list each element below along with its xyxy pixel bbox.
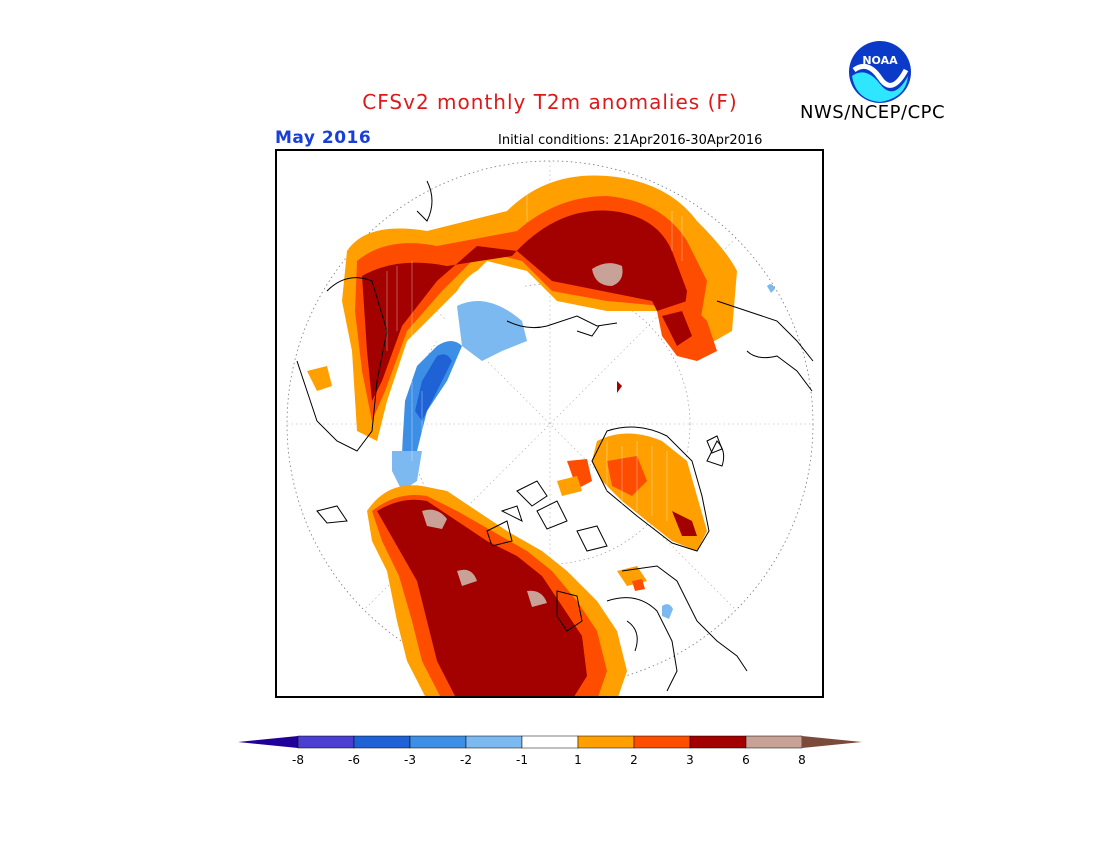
colorbar-bins — [297, 735, 803, 749]
colorbar-tick-label: 8 — [798, 753, 806, 767]
colorbar-tick-label: 6 — [742, 753, 750, 767]
colorbar-upper-arrow — [802, 736, 862, 748]
colorbar-tick-label: -1 — [516, 753, 528, 767]
greenland-anomaly — [557, 433, 707, 551]
colorbar-box — [745, 735, 803, 749]
colorbar-box — [577, 735, 635, 749]
colorbar-tick-label: 2 — [630, 753, 638, 767]
colorbar-tick-label: 3 — [686, 753, 694, 767]
colorbar-box — [521, 735, 579, 749]
colorbar-lower-arrow — [238, 736, 298, 748]
cold-spot — [767, 284, 775, 293]
cold-anomaly — [392, 301, 527, 491]
colorbar-tick-label: 1 — [574, 753, 582, 767]
colorbar — [238, 735, 862, 749]
europe-anomaly — [307, 301, 717, 393]
warm-spot — [632, 579, 645, 591]
forecast-month: May 2016 — [275, 128, 372, 148]
north-america-anomaly — [367, 485, 627, 696]
svg-text:NOAA: NOAA — [862, 54, 898, 67]
org-label: NWS/NCEP/CPC — [800, 102, 946, 123]
colorbar-box — [353, 735, 411, 749]
initial-conditions: Initial conditions: 21Apr2016-30Apr2016 — [498, 133, 763, 148]
colorbar-tick-label: -6 — [348, 753, 360, 767]
colorbar-tick-label: -2 — [460, 753, 472, 767]
colorbar-tick-label: -8 — [292, 753, 304, 767]
colorbar-box — [689, 735, 747, 749]
model-streaks — [386, 181, 683, 521]
noaa-logo: NOAA — [849, 41, 911, 103]
latitude-circle — [409, 283, 691, 565]
colorbar-box — [633, 735, 691, 749]
colorbar-box — [465, 735, 523, 749]
colorbar-box — [297, 735, 355, 749]
colorbar-box — [409, 735, 467, 749]
coastlines — [296, 180, 814, 692]
map-title: CFSv2 monthly T2m anomalies (F) — [362, 90, 738, 114]
colorbar-tick-label: -3 — [404, 753, 416, 767]
cold-spot — [662, 604, 673, 619]
polar-map — [286, 160, 814, 696]
map-frame — [275, 149, 824, 698]
